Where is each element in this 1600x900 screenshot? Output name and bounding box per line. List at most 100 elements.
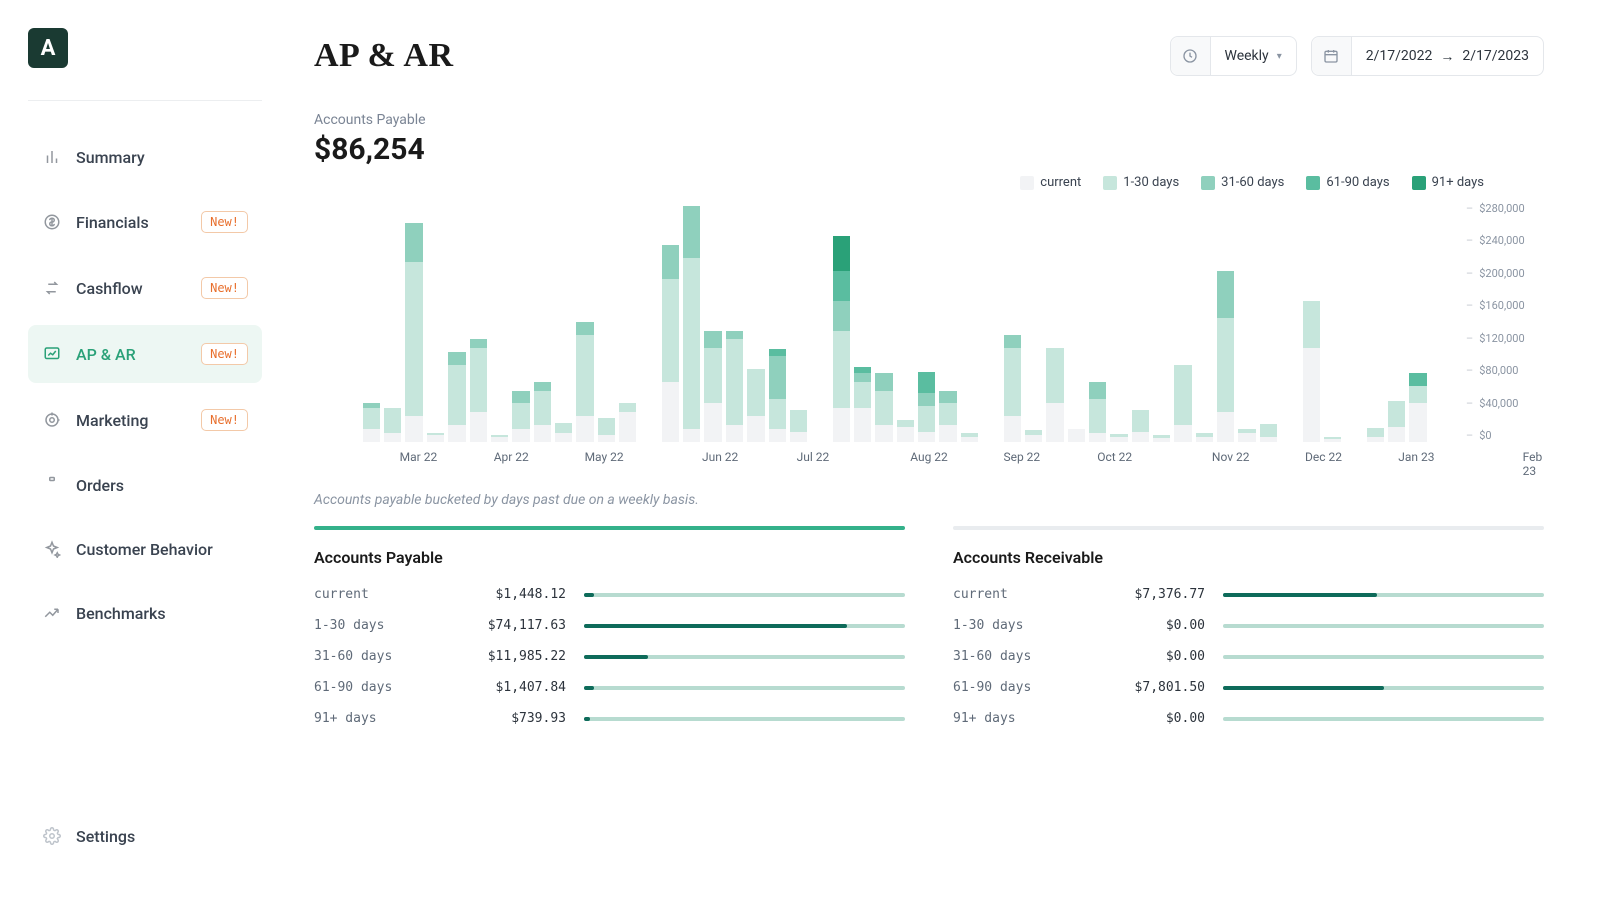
- dollar-icon: [42, 212, 62, 232]
- bar-segment: [683, 429, 700, 442]
- new-badge: New!: [201, 211, 248, 233]
- bar-column: [1196, 433, 1213, 442]
- bar-column: [1324, 437, 1341, 442]
- bar-segment: [1388, 401, 1405, 427]
- bar-column: [534, 382, 551, 442]
- bar-column: [1260, 424, 1277, 442]
- aging-row: 1-30 days$0.00: [953, 618, 1544, 633]
- sidebar-item-orders[interactable]: Orders: [28, 457, 262, 513]
- bar-segment: [363, 408, 380, 429]
- bar-column: [662, 245, 679, 442]
- bar-segment: [1004, 348, 1021, 417]
- bar-segment: [1174, 425, 1191, 442]
- bar-segment: [726, 339, 743, 425]
- bar-segment: [1409, 403, 1426, 442]
- chevron-down-icon: ▾: [1277, 51, 1282, 62]
- date-arrow: →: [1440, 48, 1454, 65]
- bar-segment: [833, 271, 850, 301]
- sidebar-item-settings[interactable]: Settings: [28, 808, 262, 864]
- metric-block: Accounts Payable $86,254: [314, 112, 1544, 167]
- row-label: 91+ days: [953, 711, 1103, 726]
- bar-segment: [1046, 348, 1063, 404]
- chart-caption: Accounts payable bucketed by days past d…: [314, 492, 1544, 508]
- bar-segment: [576, 322, 593, 335]
- bar-segment: [384, 433, 401, 442]
- x-axis: Mar 22Apr 22May 22Jun 22Jul 22Aug 22Sep …: [314, 450, 1544, 466]
- x-label: Mar 22: [400, 450, 438, 464]
- nav-label: Benchmarks: [76, 604, 248, 623]
- sidebar-item-customer-behavior[interactable]: Customer Behavior: [28, 521, 262, 577]
- bar-column: [1388, 401, 1405, 442]
- row-bar-fill: [584, 717, 590, 721]
- row-bar-fill: [584, 593, 594, 597]
- settings-label: Settings: [76, 827, 248, 846]
- bar-column: [961, 433, 978, 442]
- aging-row: 31-60 days$11,985.22: [314, 649, 905, 664]
- accounts-payable-panel[interactable]: Accounts Payablecurrent$1,448.121-30 day…: [314, 526, 905, 742]
- panel-indicator: [953, 526, 1544, 530]
- trend-icon: [42, 603, 62, 623]
- bar-segment: [1025, 435, 1042, 442]
- bar-segment: [854, 373, 871, 382]
- page-title: AP & AR: [314, 37, 454, 75]
- bar-column: [1110, 434, 1127, 442]
- bar-segment: [1068, 429, 1085, 442]
- bar-segment: [961, 437, 978, 442]
- row-bar-fill: [1223, 593, 1377, 597]
- sidebar-item-ap-ar[interactable]: AP & ARNew!: [28, 325, 262, 383]
- bar-segment: [790, 410, 807, 431]
- bar-segment: [726, 425, 743, 442]
- bar-column: [598, 418, 615, 442]
- bar-segment: [598, 418, 615, 435]
- bar-column: [1409, 373, 1426, 442]
- bar-segment: [918, 432, 935, 442]
- bar-column: [833, 236, 850, 442]
- bar-segment: [1132, 432, 1149, 442]
- bar-segment: [470, 339, 487, 348]
- bar-segment: [897, 427, 914, 442]
- sidebar-item-cashflow[interactable]: CashflowNew!: [28, 259, 262, 317]
- sidebar-item-financials[interactable]: FinancialsNew!: [28, 193, 262, 251]
- app-logo[interactable]: A: [28, 28, 68, 68]
- bar-column: [747, 369, 764, 442]
- bar-segment: [833, 331, 850, 408]
- bar-column: [470, 339, 487, 442]
- sidebar-item-summary[interactable]: Summary: [28, 129, 262, 185]
- y-tick: $120,000: [1466, 332, 1544, 345]
- bar-column: [1132, 410, 1149, 442]
- breakdown-panels: Accounts Payablecurrent$1,448.121-30 day…: [314, 526, 1544, 742]
- sidebar-item-benchmarks[interactable]: Benchmarks: [28, 585, 262, 641]
- bar-segment: [405, 223, 422, 262]
- bar-segment: [918, 372, 935, 393]
- x-label: Apr 22: [494, 450, 529, 464]
- bar-segment: [1217, 412, 1234, 442]
- bar-segment: [897, 420, 914, 427]
- bar-column: [1367, 428, 1384, 442]
- nav-label: Summary: [76, 148, 248, 167]
- bar-column: [576, 322, 593, 442]
- clock-icon: [1171, 37, 1211, 75]
- new-badge: New!: [201, 343, 248, 365]
- new-badge: New!: [201, 277, 248, 299]
- accounts-receivable-panel[interactable]: Accounts Receivablecurrent$7,376.771-30 …: [953, 526, 1544, 742]
- bar-column: [726, 331, 743, 442]
- row-label: 31-60 days: [314, 649, 464, 664]
- bar-column: [1174, 365, 1191, 442]
- legend-swatch: [1306, 176, 1320, 190]
- bar-column: [363, 403, 380, 442]
- aging-row: current$7,376.77: [953, 587, 1544, 602]
- date-range-selector[interactable]: 2/17/2022 → 2/17/2023: [1311, 36, 1544, 76]
- calendar-icon: [1312, 37, 1352, 75]
- date-to: 2/17/2023: [1462, 48, 1529, 64]
- bar-segment: [769, 429, 786, 442]
- row-bar-fill: [584, 686, 594, 690]
- bar-segment: [1409, 386, 1426, 403]
- bar-column: [384, 408, 401, 442]
- y-tick: $280,000: [1466, 202, 1544, 215]
- bar-column: [939, 391, 956, 442]
- row-value: $7,801.50: [1103, 680, 1223, 695]
- bar-segment: [491, 437, 508, 442]
- frequency-selector[interactable]: Weekly ▾: [1170, 36, 1297, 76]
- sidebar-item-marketing[interactable]: MarketingNew!: [28, 391, 262, 449]
- bar-segment: [427, 435, 444, 442]
